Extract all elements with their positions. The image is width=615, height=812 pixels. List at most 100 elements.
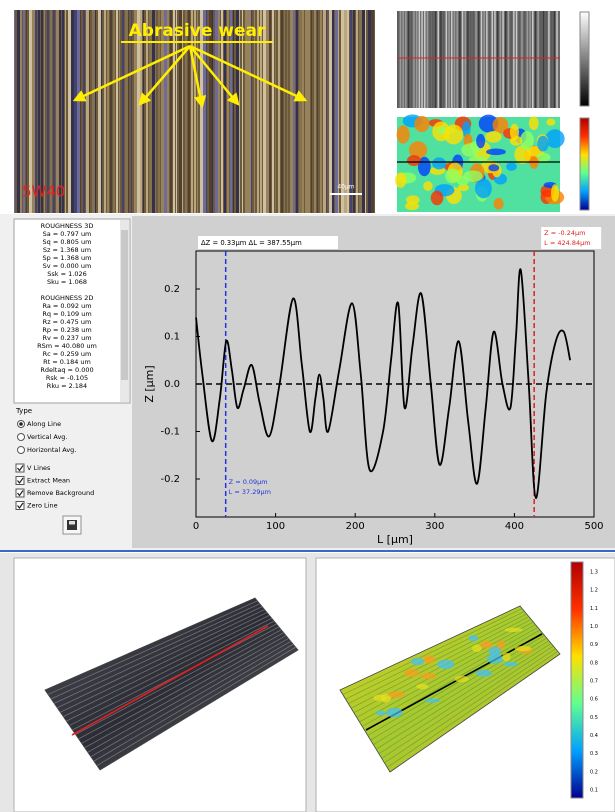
- intensity-stripe: [545, 11, 547, 108]
- intensity-stripe: [434, 11, 437, 108]
- wear-stripe: [284, 10, 285, 213]
- radio-button[interactable]: [17, 433, 25, 441]
- height-blob: [432, 157, 447, 170]
- wear-stripe: [344, 10, 347, 213]
- wear-stripe: [14, 10, 15, 213]
- intensity-stripe: [410, 11, 412, 108]
- colorbar-label: 0.9: [590, 642, 598, 648]
- colorbar-label: 0.6: [590, 697, 598, 703]
- wear-stripe: [281, 10, 283, 213]
- intensity-stripe: [521, 11, 523, 108]
- radio-label[interactable]: Horizontal Avg.: [27, 446, 76, 454]
- checkbox[interactable]: [15, 476, 25, 485]
- wear-stripe: [35, 10, 37, 213]
- surface-ridge: [386, 651, 559, 768]
- intensity-stripe: [475, 11, 477, 108]
- save-icon[interactable]: [67, 520, 77, 530]
- intensity-stripe: [437, 11, 439, 108]
- surface-blob: [504, 627, 523, 633]
- cursor-label: Z = 0.09μm: [229, 478, 268, 486]
- wear-stripe: [134, 10, 137, 213]
- wear-stripe: [341, 10, 344, 213]
- wear-stripe: [68, 10, 71, 213]
- checkbox-check[interactable]: [17, 477, 24, 485]
- wear-stripe: [332, 10, 334, 213]
- checkbox[interactable]: [15, 463, 25, 473]
- checkbox-check[interactable]: [17, 502, 24, 510]
- wear-stripe: [59, 10, 61, 213]
- intensity-stripe: [523, 11, 526, 108]
- height-blob: [535, 152, 551, 163]
- wear-stripe: [260, 10, 262, 213]
- wear-stripe: [323, 10, 326, 213]
- checkbox-check[interactable]: [17, 490, 24, 497]
- roughness-title: ROUGHNESS 2D: [41, 294, 94, 302]
- surface-ridge: [375, 640, 550, 750]
- wear-stripe: [116, 10, 118, 213]
- checkbox-label[interactable]: Zero Line: [27, 502, 58, 510]
- radio-label[interactable]: Along Line: [27, 420, 61, 428]
- surface-blob: [472, 644, 482, 653]
- wear-stripe: [221, 10, 223, 213]
- wear-arrow: [189, 45, 240, 106]
- roughness-list: [13, 218, 131, 404]
- wear-stripe: [347, 10, 349, 213]
- wear-stripe: [56, 10, 59, 213]
- height-blob: [475, 178, 492, 199]
- roughness-value: Rc = 0.259 um: [43, 350, 92, 358]
- wear-stripe: [164, 10, 167, 213]
- radio-dot[interactable]: [19, 422, 23, 426]
- height-blob: [493, 197, 504, 210]
- surface-ridge: [370, 634, 545, 741]
- colorbar-label: 1.1: [590, 606, 598, 612]
- intensity-stripe: [478, 11, 480, 108]
- wear-stripe: [110, 10, 112, 213]
- wear-stripe: [125, 10, 128, 213]
- roughness-value: Rdeltaq = 0.000: [40, 366, 93, 374]
- wear-stripe: [185, 10, 187, 213]
- wear-arrow: [138, 45, 191, 106]
- height-blob: [486, 148, 506, 156]
- colorbar-label: 1.3: [590, 570, 598, 576]
- scrollbar-thumb[interactable]: [121, 230, 128, 380]
- intensity-stripe: [399, 11, 402, 108]
- height-blob: [476, 133, 486, 149]
- intensity-stripe: [534, 11, 537, 108]
- wear-stripe: [188, 10, 190, 213]
- wear-stripe: [23, 10, 25, 213]
- intensity-stripe: [537, 11, 539, 108]
- surface-colorbar: [570, 561, 584, 799]
- checkbox[interactable]: [15, 501, 25, 510]
- intensity-stripe: [496, 11, 499, 108]
- intensity-stripe: [456, 11, 458, 108]
- checkbox-label[interactable]: Remove Background: [27, 489, 94, 497]
- wear-arrow: [189, 44, 308, 102]
- roughness-value: RSm = 40.080 um: [37, 342, 97, 350]
- surface-ridge: [81, 632, 284, 744]
- checkbox-label[interactable]: Extract Mean: [27, 477, 70, 485]
- wear-stripe: [47, 10, 49, 213]
- save-icon-label[interactable]: [69, 521, 75, 525]
- wear-stripe: [293, 10, 295, 213]
- intensity-stripe: [494, 11, 496, 108]
- wear-stripe: [50, 10, 52, 213]
- surface-ridge: [381, 645, 554, 759]
- checkbox-check[interactable]: [17, 465, 24, 472]
- checkbox[interactable]: [15, 488, 25, 498]
- colorbar-label: 1.0: [590, 624, 598, 630]
- wear-stripe: [236, 10, 239, 213]
- surface-ridge: [60, 612, 268, 713]
- radio-button[interactable]: [17, 446, 25, 454]
- wear-stripe: [194, 10, 196, 213]
- wear-stripe: [65, 10, 66, 213]
- wear-stripe: [248, 10, 251, 213]
- wear-stripe: [233, 10, 234, 213]
- surface-blob: [404, 669, 420, 677]
- surface-ridge: [96, 646, 296, 766]
- colorbar-label: 0.8: [590, 660, 598, 666]
- intensity-stripe: [421, 11, 423, 108]
- checkbox-label[interactable]: V Lines: [27, 464, 51, 472]
- wear-label: Abrasive wear: [129, 21, 266, 41]
- radio-label[interactable]: Vertical Avg.: [27, 433, 68, 441]
